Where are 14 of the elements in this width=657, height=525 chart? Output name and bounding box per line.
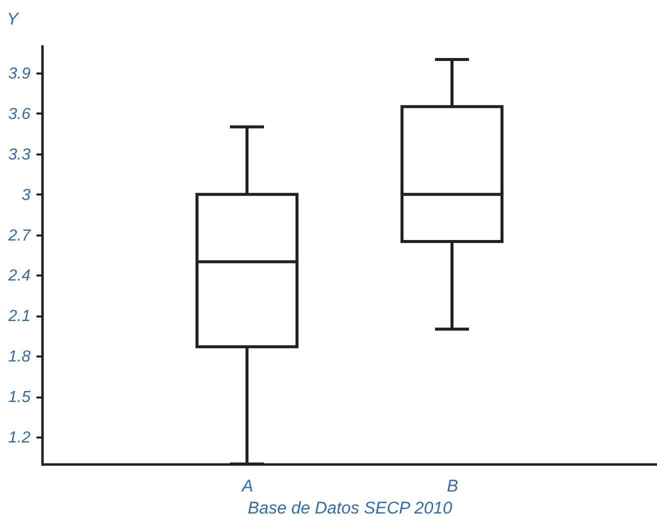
y-tick-label: 3.3 [8,146,31,164]
y-tick-label: 1.8 [8,348,31,366]
y-tick-label: 3 [22,186,31,204]
y-tick-label: 3.6 [8,106,31,123]
x-tick-label: A [240,476,254,496]
x-tick-label: B [446,476,458,496]
y-tick-label: 1.5 [8,389,31,406]
y-tick-label: 2.4 [7,268,31,285]
y-tick-label: 3.9 [8,65,31,82]
y-axis-title: Y [6,10,20,28]
x-axis-title: Base de Datos SECP 2010 [248,498,453,518]
y-tick-label: 2.7 [7,227,32,244]
y-tick-label: 1.2 [8,430,31,447]
y-tick-label: 2.1 [7,308,30,326]
